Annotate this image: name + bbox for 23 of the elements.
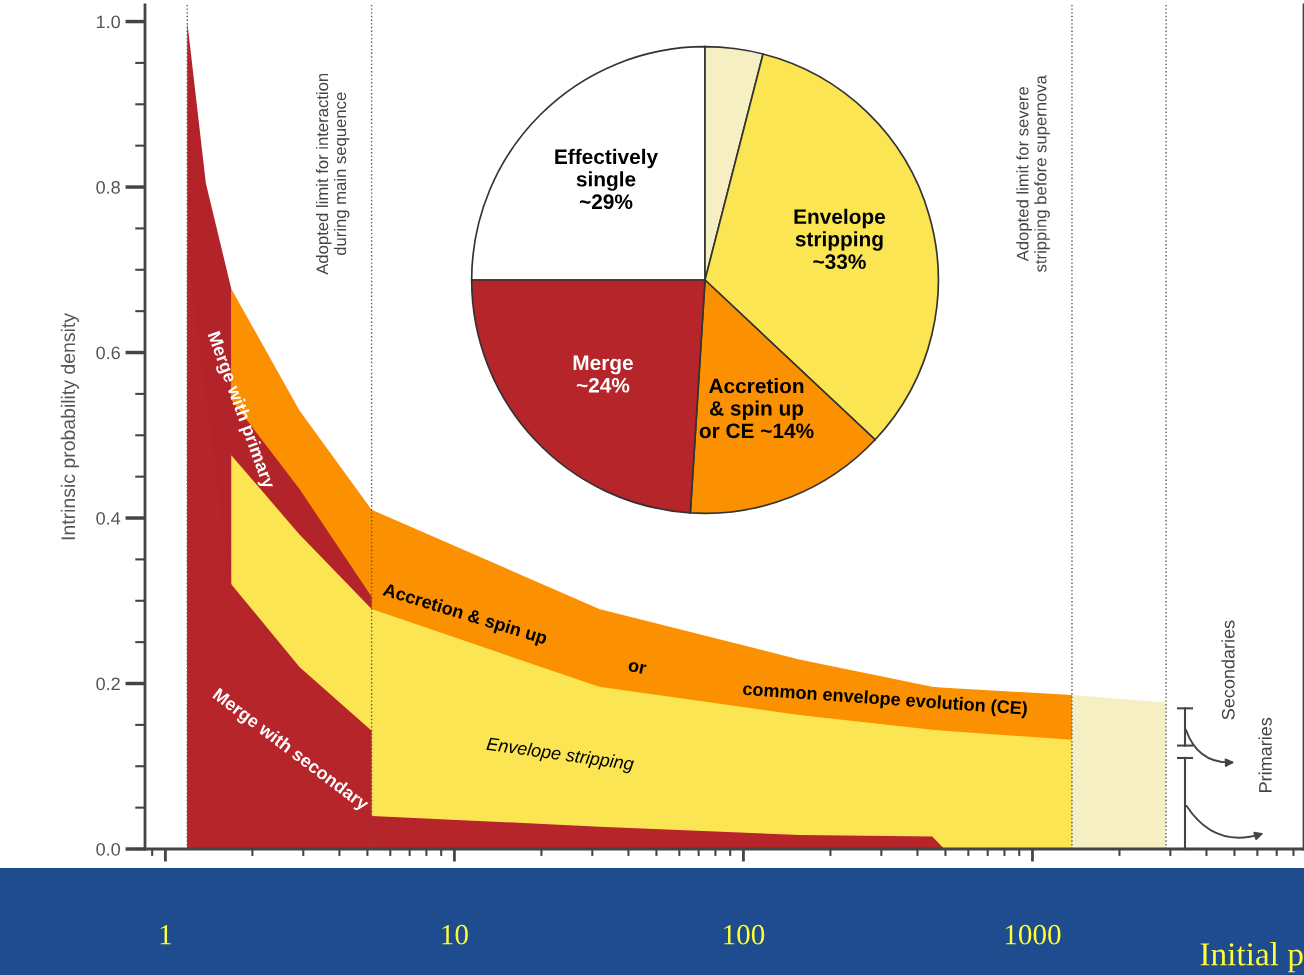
annotation: Primaries	[1258, 717, 1272, 792]
x-tick-label: 1	[160, 924, 171, 945]
slice-label: Merge ~24%	[573, 355, 633, 393]
slice-label: Envelope stripping ~33%	[794, 208, 886, 270]
y-tick-label: 1.0	[96, 15, 120, 29]
x-tick-label: 1000	[1005, 924, 1061, 945]
annotation: Envelope stripping	[485, 736, 635, 774]
ref-line-label: Adopted limit for severe stripping before supernova	[1016, 75, 1050, 272]
y-tick-label: 0.4	[96, 511, 121, 525]
y-axis-title: Intrinsic probability density	[60, 313, 79, 540]
x-tick-label: 10	[442, 924, 468, 945]
y-tick-label: 0.6	[96, 346, 120, 360]
annotation: Secondaries	[1221, 620, 1235, 720]
ref-line-label: Adopted limit for interaction during main sequence	[315, 73, 350, 275]
x-axis-title: Initial p	[1200, 942, 1303, 973]
x-tick-label: 100	[724, 924, 765, 945]
slice-label: Effectively single ~29%	[555, 148, 659, 210]
y-tick-label: 0.0	[96, 842, 120, 856]
y-tick-label: 0.2	[96, 677, 120, 691]
slice-label: Accretion & spin up or CE ~14%	[699, 378, 814, 439]
y-tick-label: 0.8	[96, 180, 120, 194]
annotation: common envelope evolution (CE)	[742, 681, 1028, 719]
annotation: or	[627, 661, 647, 675]
